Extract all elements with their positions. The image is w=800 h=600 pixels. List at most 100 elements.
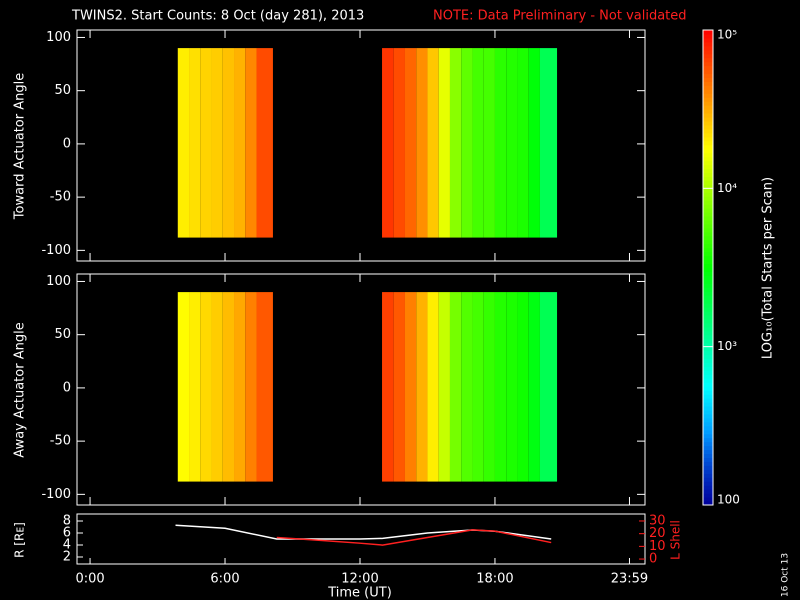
colorbar-tick-label: 10³ [717,339,737,353]
colorbar-strip [703,81,713,86]
colorbar-strip [703,469,713,474]
colorbar-strip [703,275,713,280]
colorbar-strip [703,172,713,177]
colorbar-strip [703,342,713,348]
heat-cell [211,292,223,482]
colorbar-strip [703,429,713,435]
colorbar-strip [703,125,713,130]
y-tick-label: 4 [63,537,71,552]
colorbar-strip [703,295,713,300]
colorbar-strip [703,386,713,391]
colorbar-strip [703,97,713,102]
heat-cell [539,48,558,238]
colorbar-strip [703,168,713,173]
colorbar-strip [703,445,713,451]
heat-cell [245,292,257,482]
colorbar-strip [703,220,713,225]
colorbar-strip [703,425,713,431]
annotation: NOTE: Data Preliminary - Not validated [433,9,687,24]
colorbar-tick-label: 10⁴ [717,181,737,195]
colorbar-strip [703,69,713,75]
colorbar-strip [703,105,713,110]
colorbar-strip [703,216,713,221]
colorbar-strip [703,449,713,455]
colorbar-strip [703,477,713,482]
y-tick-label: 100 [46,274,71,289]
colorbar-strip [703,433,713,439]
colorbar-strip [703,410,713,415]
heat-cell [528,292,540,482]
colorbar-strip [703,338,713,344]
colorbar-strip [703,398,713,403]
colorbar-strip [703,453,713,458]
colorbar-strip [703,41,713,47]
colorbar-strip [703,101,713,106]
colorbar-strip [703,65,713,71]
heat-cell [539,292,558,482]
colorbar-tick-label: 100 [717,493,740,507]
colorbar-strip [703,196,713,201]
colorbar-strip [703,283,713,288]
colorbar-strip [703,255,713,261]
colorbar-strip [703,366,713,371]
y-tick-label: -50 [50,434,71,449]
colorbar-strip [703,144,713,150]
y-axis-label: Toward Actuator Angle [13,73,28,220]
heat-cell [483,48,495,238]
colorbar-strip [703,33,713,39]
colorbar-strip [703,489,713,494]
colorbar-strip [703,299,713,304]
heat-cell [200,48,212,238]
heat-cell [506,292,518,482]
chart-title: TWINS2. Start Counts: 8 Oct (day 281), 2… [71,9,364,24]
colorbar-strip [703,315,713,320]
colorbar-strip [703,188,713,193]
colorbar-strip [703,212,713,217]
plot-frame [76,273,646,506]
colorbar-strip [703,227,713,233]
heat-cell [200,292,212,482]
heat-cell [393,48,405,238]
heat-cell [461,292,473,482]
colorbar-strip [703,457,713,462]
heat-cell [222,292,235,482]
colorbar-strip [703,497,713,502]
colorbar-strip [703,164,713,170]
colorbar-strip [703,77,713,82]
colorbar-strip [703,243,713,249]
heat-cell [449,48,462,238]
colorbar-strip [703,223,713,229]
colorbar-label: LOG₁₀(Total Starts per Scan) [761,177,776,359]
side-note: 16 Oct 13 [781,553,791,597]
heat-cell [211,48,223,238]
heat-cell [222,48,235,238]
colorbar-strip [703,204,713,209]
colorbar-strip [703,378,713,383]
colorbar-strip [703,184,713,189]
colorbar-strip [703,322,713,328]
colorbar-strip [703,160,713,166]
colorbar-strip [703,132,713,138]
colorbar-strip [703,402,713,407]
heat-cell [416,48,428,238]
colorbar-strip [703,461,713,466]
colorbar-strip [703,346,713,352]
colorbar-strip [703,267,713,272]
colorbar-strip [703,354,713,360]
colorbar-strip [703,192,713,197]
heat-cell [528,48,540,238]
heat-cell [177,48,190,238]
colorbar-strip [703,200,713,205]
heat-cell [256,48,273,238]
x-tick-label: 12:00 [341,572,378,587]
heat-cell [438,48,450,238]
colorbar-strip [703,390,713,395]
colorbar-strip [703,303,713,308]
colorbar-strip [703,148,713,154]
colorbar-strip [703,334,713,340]
heat-cell [245,48,257,238]
colorbar-strip [703,362,713,367]
colorbar-strip [703,350,713,356]
y-tick-label: 50 [54,327,71,342]
